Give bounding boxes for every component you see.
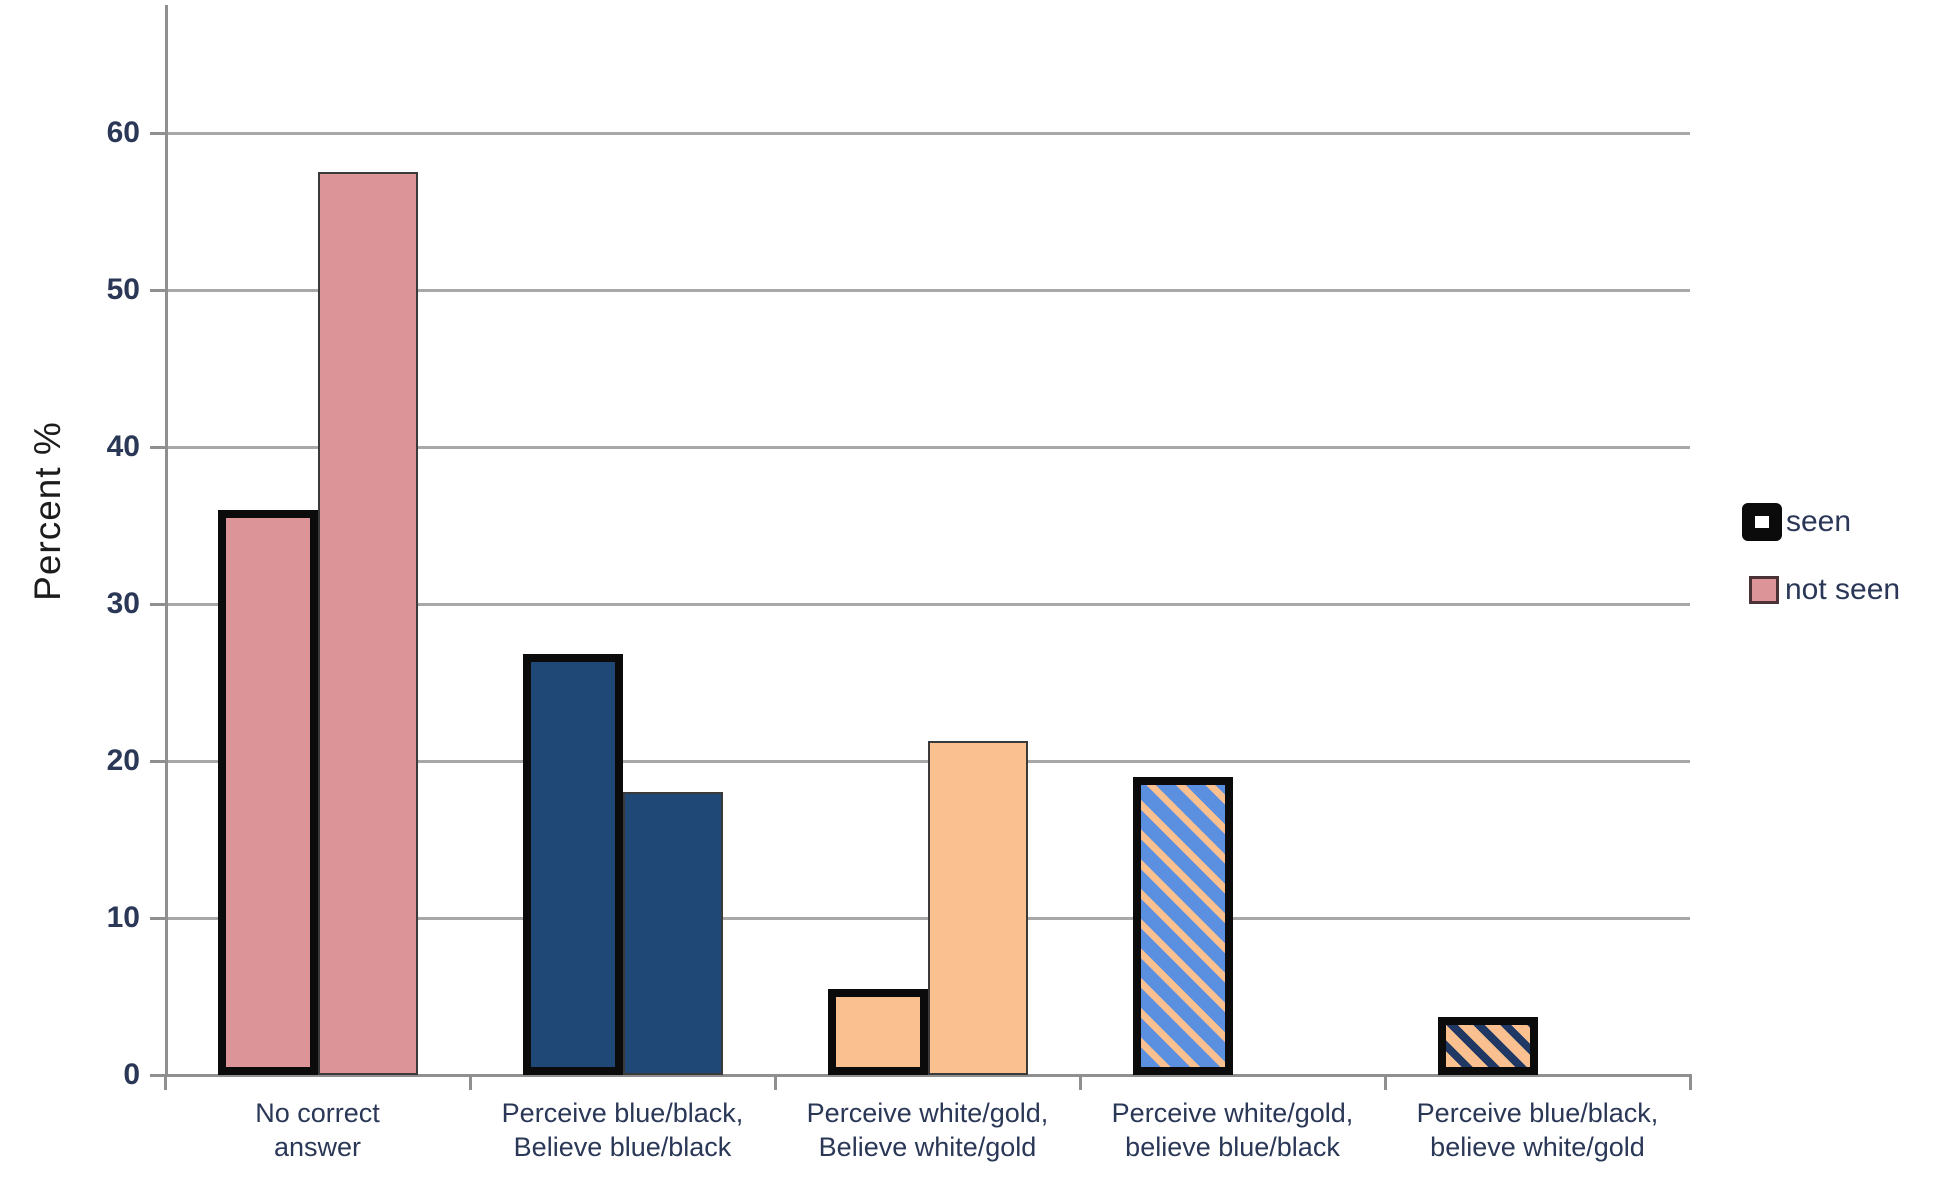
gridline-50 — [165, 289, 1690, 292]
x-tick-2 — [774, 1075, 777, 1090]
y-tick-10 — [150, 917, 165, 920]
legend-item-not-seen: not seen — [1742, 575, 1900, 605]
bar-seen-cat1 — [522, 654, 623, 1075]
y-tick-40 — [150, 446, 165, 449]
y-tick-label-20: 20 — [106, 744, 140, 777]
x-tick-4 — [1384, 1075, 1387, 1090]
x-tick-3 — [1079, 1075, 1082, 1090]
x-category-label-3: Perceive white/gold, believe blue/black — [1111, 1098, 1354, 1162]
legend-label-seen: seen — [1786, 505, 1852, 538]
legend-key-seen-icon — [1742, 503, 1782, 541]
y-tick-60 — [150, 132, 165, 135]
y-tick-label-30: 30 — [106, 587, 140, 620]
x-tick-5 — [1689, 1075, 1692, 1090]
y-tick-label-40: 40 — [106, 430, 140, 463]
y-tick-30 — [150, 603, 165, 606]
x-tick-0 — [164, 1075, 167, 1090]
bar-seen-cat4 — [1437, 1016, 1538, 1075]
x-category-label-4: Perceive blue/black, believe white/gold — [1416, 1098, 1659, 1162]
gridline-40 — [165, 446, 1690, 449]
x-axis-line — [165, 1074, 1692, 1077]
y-tick-20 — [150, 760, 165, 763]
bar-seen-cat0 — [217, 509, 318, 1075]
legend-label-not-seen: not seen — [1785, 573, 1901, 606]
y-tick-0 — [150, 1074, 165, 1077]
y-tick-50 — [150, 289, 165, 292]
x-tick-1 — [469, 1075, 472, 1090]
y-tick-label-60: 60 — [106, 116, 140, 149]
x-category-label-2: Perceive white/gold, Believe white/gold — [806, 1098, 1049, 1162]
gridline-30 — [165, 603, 1690, 606]
bar-seen-cat2 — [827, 988, 928, 1075]
y-tick-label-50: 50 — [106, 273, 140, 306]
y-axis-title: Percent % — [27, 421, 68, 601]
x-category-label-1: Perceive blue/black, Believe blue/black — [501, 1098, 744, 1162]
bar-not-seen-cat0 — [317, 172, 418, 1075]
y-axis-line — [165, 5, 168, 1077]
legend: seen not seen — [1742, 503, 1900, 639]
legend-item-seen: seen — [1742, 503, 1900, 541]
bar-not-seen-cat2 — [927, 740, 1028, 1075]
bar-not-seen-cat1 — [622, 792, 723, 1075]
x-category-label-0: No correct answer — [255, 1098, 380, 1162]
y-tick-label-10: 10 — [106, 901, 140, 934]
bar-seen-cat3 — [1132, 776, 1233, 1075]
y-tick-label-0: 0 — [123, 1058, 140, 1091]
legend-key-not-seen-icon — [1749, 576, 1779, 604]
gridline-60 — [165, 132, 1690, 135]
